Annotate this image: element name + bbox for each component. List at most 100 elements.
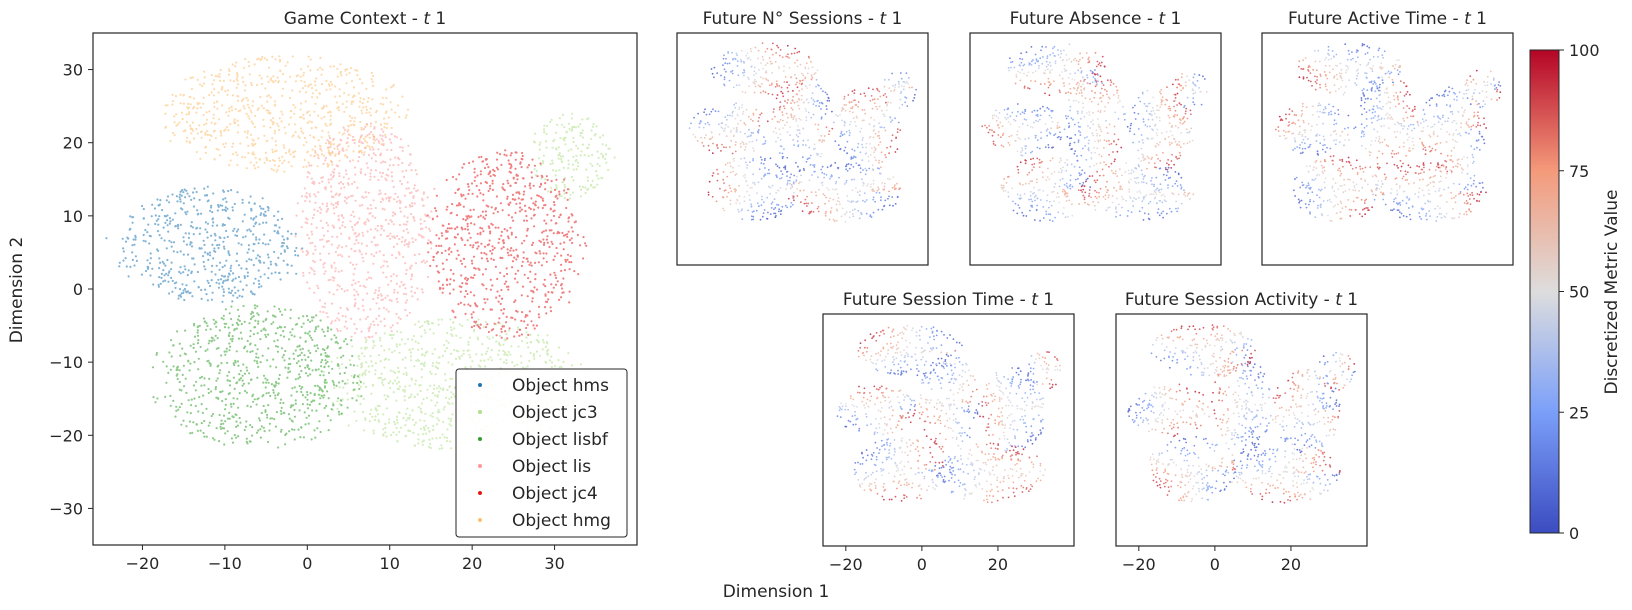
data-point	[479, 192, 482, 195]
data-point	[352, 381, 355, 384]
data-point	[284, 151, 288, 155]
data-point	[238, 373, 241, 376]
data-point	[490, 206, 493, 209]
data-point	[278, 373, 281, 377]
data-point	[503, 308, 506, 311]
data-point	[549, 191, 553, 194]
data-point	[404, 287, 407, 290]
data-point	[213, 247, 216, 250]
data-point	[566, 233, 569, 236]
data-point	[881, 208, 884, 211]
data-point	[276, 327, 279, 330]
data-point	[377, 354, 380, 357]
data-point	[321, 305, 324, 308]
data-point	[300, 390, 303, 394]
data-point	[230, 264, 233, 267]
data-point	[202, 113, 205, 116]
data-point	[338, 413, 341, 416]
data-point	[354, 232, 357, 235]
data-point	[243, 156, 246, 159]
data-point	[343, 128, 346, 131]
data-point	[336, 202, 339, 205]
data-point	[231, 335, 234, 338]
data-point	[483, 359, 486, 362]
data-point	[305, 196, 309, 199]
data-point	[715, 200, 718, 203]
data-point	[233, 387, 236, 390]
data-point	[420, 353, 424, 356]
data-point	[371, 133, 375, 136]
data-point	[300, 325, 303, 328]
data-point	[208, 421, 211, 424]
data-point	[295, 390, 298, 393]
data-point	[347, 196, 350, 199]
data-point	[379, 171, 382, 174]
data-point	[464, 219, 467, 222]
data-point	[497, 226, 500, 229]
data-point	[288, 123, 291, 126]
data-point	[385, 126, 388, 130]
data-point	[300, 248, 303, 251]
data-point	[482, 326, 485, 329]
data-point	[381, 139, 384, 142]
data-point	[281, 241, 284, 244]
data-point	[499, 358, 502, 361]
data-point	[514, 158, 517, 161]
data-point	[759, 218, 762, 221]
data-point	[375, 302, 378, 305]
data-point	[907, 82, 909, 85]
data-point	[205, 322, 208, 325]
data-point	[729, 203, 732, 206]
data-point	[163, 274, 166, 277]
data-point	[298, 354, 302, 357]
data-point	[308, 200, 311, 203]
data-point	[393, 198, 396, 201]
data-point	[389, 279, 393, 283]
data-point	[173, 134, 176, 137]
data-point	[545, 175, 548, 178]
data-point	[871, 190, 874, 192]
data-point	[378, 420, 381, 423]
data-point	[534, 203, 537, 206]
data-point	[498, 317, 501, 320]
data-point	[358, 204, 362, 207]
data-point	[579, 134, 582, 137]
data-point	[199, 429, 202, 432]
data-point	[319, 258, 322, 261]
data-point	[351, 182, 354, 185]
data-point	[545, 146, 548, 149]
data-point	[205, 194, 209, 197]
data-point	[801, 210, 804, 213]
data-point	[366, 141, 369, 144]
data-point	[311, 233, 314, 236]
data-point	[742, 113, 744, 115]
data-point	[278, 55, 281, 58]
data-point	[283, 126, 286, 129]
data-point	[385, 260, 388, 263]
data-point	[541, 162, 545, 165]
data-point	[197, 410, 200, 413]
data-point	[181, 347, 184, 350]
data-point	[271, 137, 274, 140]
data-point	[775, 163, 777, 166]
data-point	[133, 264, 136, 267]
data-point	[306, 175, 309, 179]
data-point	[336, 317, 339, 320]
data-point	[230, 405, 233, 408]
data-point	[280, 412, 283, 415]
data-point	[405, 228, 408, 231]
data-point	[259, 261, 262, 264]
data-point	[534, 278, 537, 281]
data-point	[327, 224, 330, 227]
data-point	[902, 88, 905, 91]
data-point	[491, 223, 494, 226]
data-point	[427, 251, 430, 254]
data-point	[331, 152, 334, 155]
data-point	[209, 328, 212, 331]
data-point	[525, 214, 528, 218]
data-point	[186, 136, 189, 139]
data-point	[289, 153, 292, 156]
data-point	[558, 194, 561, 197]
data-point	[790, 201, 793, 204]
data-point	[587, 146, 590, 149]
